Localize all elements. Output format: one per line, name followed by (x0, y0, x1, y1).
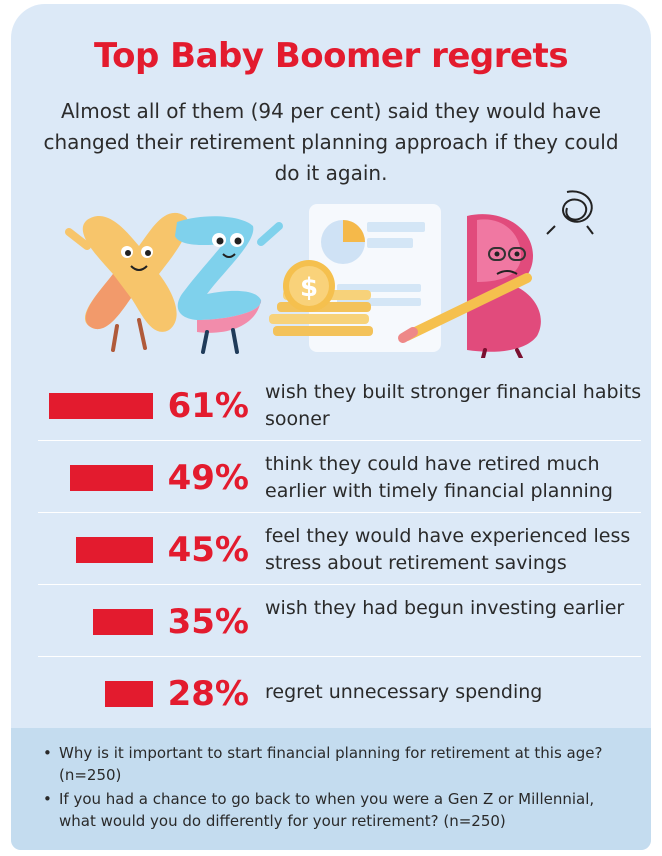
regret-row: 28% regret unnecessary spending (11, 657, 651, 729)
bar (70, 465, 153, 491)
page-subtitle: Almost all of them (94 per cent) said th… (43, 99, 619, 185)
note-item: • If you had a chance to go back to when … (43, 788, 631, 832)
regret-row: 61% wish they built stronger financial ha… (11, 369, 651, 441)
row-divider (38, 584, 641, 585)
stress-scribble-icon (546, 190, 594, 235)
regret-label: wish they built stronger financial habit… (265, 381, 642, 430)
percent-label: 28% (167, 674, 249, 714)
percent-label: 61% (167, 386, 249, 426)
bullet-glyph: • (43, 744, 52, 762)
bar (49, 393, 153, 419)
bar (105, 681, 153, 707)
row-divider (38, 440, 641, 441)
survey-notes: • Why is it important to start financial … (11, 728, 651, 850)
row-divider (38, 512, 641, 513)
letter-x-character (65, 212, 189, 352)
row-divider (38, 656, 641, 657)
page-title: Top Baby Boomer regrets (93, 36, 569, 76)
pie-chart-icon (321, 220, 365, 264)
notes-list: • Why is it important to start financial … (11, 728, 651, 832)
bar (93, 609, 153, 635)
note-text: Why is it important to start financial p… (59, 744, 603, 784)
currency-symbol: $ (300, 273, 318, 303)
regret-label: feel they would have experienced less st… (265, 525, 631, 574)
infographic-card: Top Baby Boomer regrets Almost all of th… (11, 4, 651, 850)
percent-label: 35% (167, 602, 249, 642)
note-item: • Why is it important to start financial … (43, 742, 631, 786)
note-text: If you had a chance to go back to when y… (59, 790, 595, 830)
bar (76, 537, 153, 563)
regret-row: 45% feel they would have experienced less… (11, 513, 651, 585)
bullet-glyph: • (43, 790, 52, 808)
percent-label: 45% (167, 530, 249, 570)
dollar-coin-icon: $ (283, 260, 335, 312)
regret-label: regret unnecessary spending (265, 681, 543, 703)
regret-row: 35% wish they had begun investing earlier (11, 585, 651, 657)
regret-rows: 61% wish they built stronger financial ha… (11, 369, 651, 729)
regret-row: 49% think they could have retired much ea… (11, 441, 651, 513)
regret-label: think they could have retired much earli… (265, 453, 613, 502)
percent-label: 49% (167, 458, 249, 498)
letter-z-character (175, 216, 283, 354)
regret-label: wish they had begun investing earlier (265, 597, 625, 619)
letter-b-character (398, 214, 541, 358)
illustration: $ (65, 190, 594, 358)
